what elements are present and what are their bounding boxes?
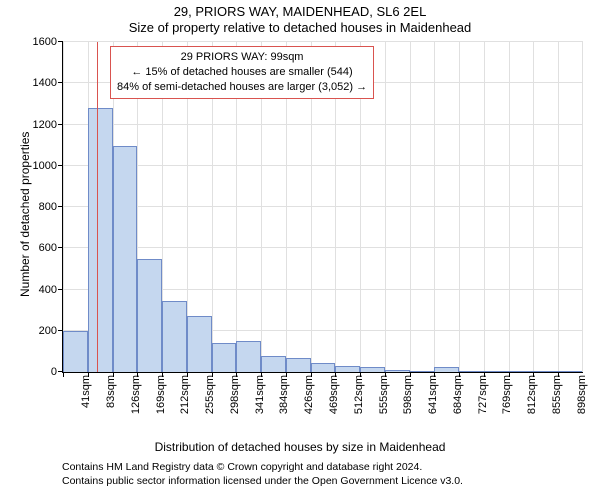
credit-line2: Contains public sector information licen… <box>62 474 463 488</box>
xtick-mark <box>434 372 435 377</box>
histogram-bar <box>236 341 261 372</box>
histogram-bar <box>88 108 113 372</box>
xtick-label: 169sqm <box>155 372 167 414</box>
xtick-mark <box>187 372 188 377</box>
y-axis-label: Number of detached properties <box>18 132 32 297</box>
histogram-bar <box>261 356 286 373</box>
xtick-label: 41sqm <box>80 372 92 408</box>
x-axis-label: Distribution of detached houses by size … <box>0 440 600 454</box>
xtick-label: 769sqm <box>501 372 513 414</box>
xtick-label: 341sqm <box>254 372 266 414</box>
gridline-v <box>582 42 583 372</box>
credit-text: Contains HM Land Registry data © Crown c… <box>62 460 463 488</box>
xtick-label: 684sqm <box>452 372 464 414</box>
xtick-mark <box>63 372 64 377</box>
gridline-v <box>509 42 510 372</box>
ytick-label: 200 <box>39 325 63 337</box>
ytick-label: 400 <box>39 284 63 296</box>
ytick-label: 0 <box>51 366 63 378</box>
xtick-mark <box>558 372 559 377</box>
xtick-mark <box>212 372 213 377</box>
ytick-label: 1400 <box>33 77 63 89</box>
xtick-mark <box>162 372 163 377</box>
chart-supertitle: 29, PRIORS WAY, MAIDENHEAD, SL6 2EL <box>0 4 600 19</box>
histogram-bar <box>63 331 88 372</box>
xtick-mark <box>113 372 114 377</box>
ytick-label: 1600 <box>33 36 63 48</box>
xtick-mark <box>236 372 237 377</box>
gridline-v <box>63 42 64 372</box>
annotation-line1: 29 PRIORS WAY: 99sqm <box>117 50 367 65</box>
ytick-label: 600 <box>39 242 63 254</box>
xtick-label: 598sqm <box>402 372 414 414</box>
marker-line <box>97 42 98 372</box>
histogram-bar <box>311 363 336 372</box>
chart-title: Size of property relative to detached ho… <box>0 20 600 35</box>
xtick-label: 898sqm <box>576 372 588 414</box>
ytick-label: 1200 <box>33 119 63 131</box>
xtick-mark <box>410 372 411 377</box>
ytick-label: 1000 <box>33 160 63 172</box>
xtick-label: 255sqm <box>204 372 216 414</box>
credit-line1: Contains HM Land Registry data © Crown c… <box>62 460 463 474</box>
gridline-v <box>385 42 386 372</box>
gridline-h <box>63 124 583 125</box>
histogram-bar <box>162 301 187 372</box>
xtick-label: 469sqm <box>328 372 340 414</box>
xtick-mark <box>459 372 460 377</box>
xtick-mark <box>261 372 262 377</box>
histogram-bar <box>212 343 237 372</box>
gridline-v <box>410 42 411 372</box>
histogram-bar <box>113 146 138 372</box>
gridline-v <box>434 42 435 372</box>
xtick-label: 384sqm <box>278 372 290 414</box>
xtick-label: 512sqm <box>353 372 365 414</box>
xtick-label: 126sqm <box>130 372 142 414</box>
gridline-h <box>63 206 583 207</box>
gridline-v <box>484 42 485 372</box>
xtick-mark <box>335 372 336 377</box>
histogram-bar <box>187 316 212 372</box>
annotation-box: 29 PRIORS WAY: 99sqm ← 15% of detached h… <box>110 46 374 99</box>
histogram-bar <box>137 259 162 372</box>
annotation-line3: 84% of semi-detached houses are larger (… <box>117 80 367 95</box>
xtick-label: 641sqm <box>427 372 439 414</box>
annotation-line2: ← 15% of detached houses are smaller (54… <box>117 65 367 80</box>
xtick-label: 727sqm <box>477 372 489 414</box>
gridline-h <box>63 41 583 42</box>
xtick-mark <box>385 372 386 377</box>
histogram-bar <box>286 358 311 372</box>
xtick-mark <box>533 372 534 377</box>
gridline-v <box>459 42 460 372</box>
gridline-h <box>63 165 583 166</box>
xtick-label: 426sqm <box>303 372 315 414</box>
gridline-v <box>558 42 559 372</box>
xtick-mark <box>484 372 485 377</box>
xtick-mark <box>137 372 138 377</box>
xtick-mark <box>360 372 361 377</box>
xtick-mark <box>286 372 287 377</box>
gridline-h <box>63 247 583 248</box>
xtick-label: 212sqm <box>179 372 191 414</box>
xtick-mark <box>509 372 510 377</box>
xtick-label: 555sqm <box>378 372 390 414</box>
xtick-mark <box>88 372 89 377</box>
ytick-label: 800 <box>39 201 63 213</box>
xtick-label: 298sqm <box>229 372 241 414</box>
xtick-label: 83sqm <box>105 372 117 408</box>
xtick-label: 812sqm <box>526 372 538 414</box>
xtick-label: 855sqm <box>551 372 563 414</box>
xtick-mark <box>311 372 312 377</box>
gridline-v <box>533 42 534 372</box>
